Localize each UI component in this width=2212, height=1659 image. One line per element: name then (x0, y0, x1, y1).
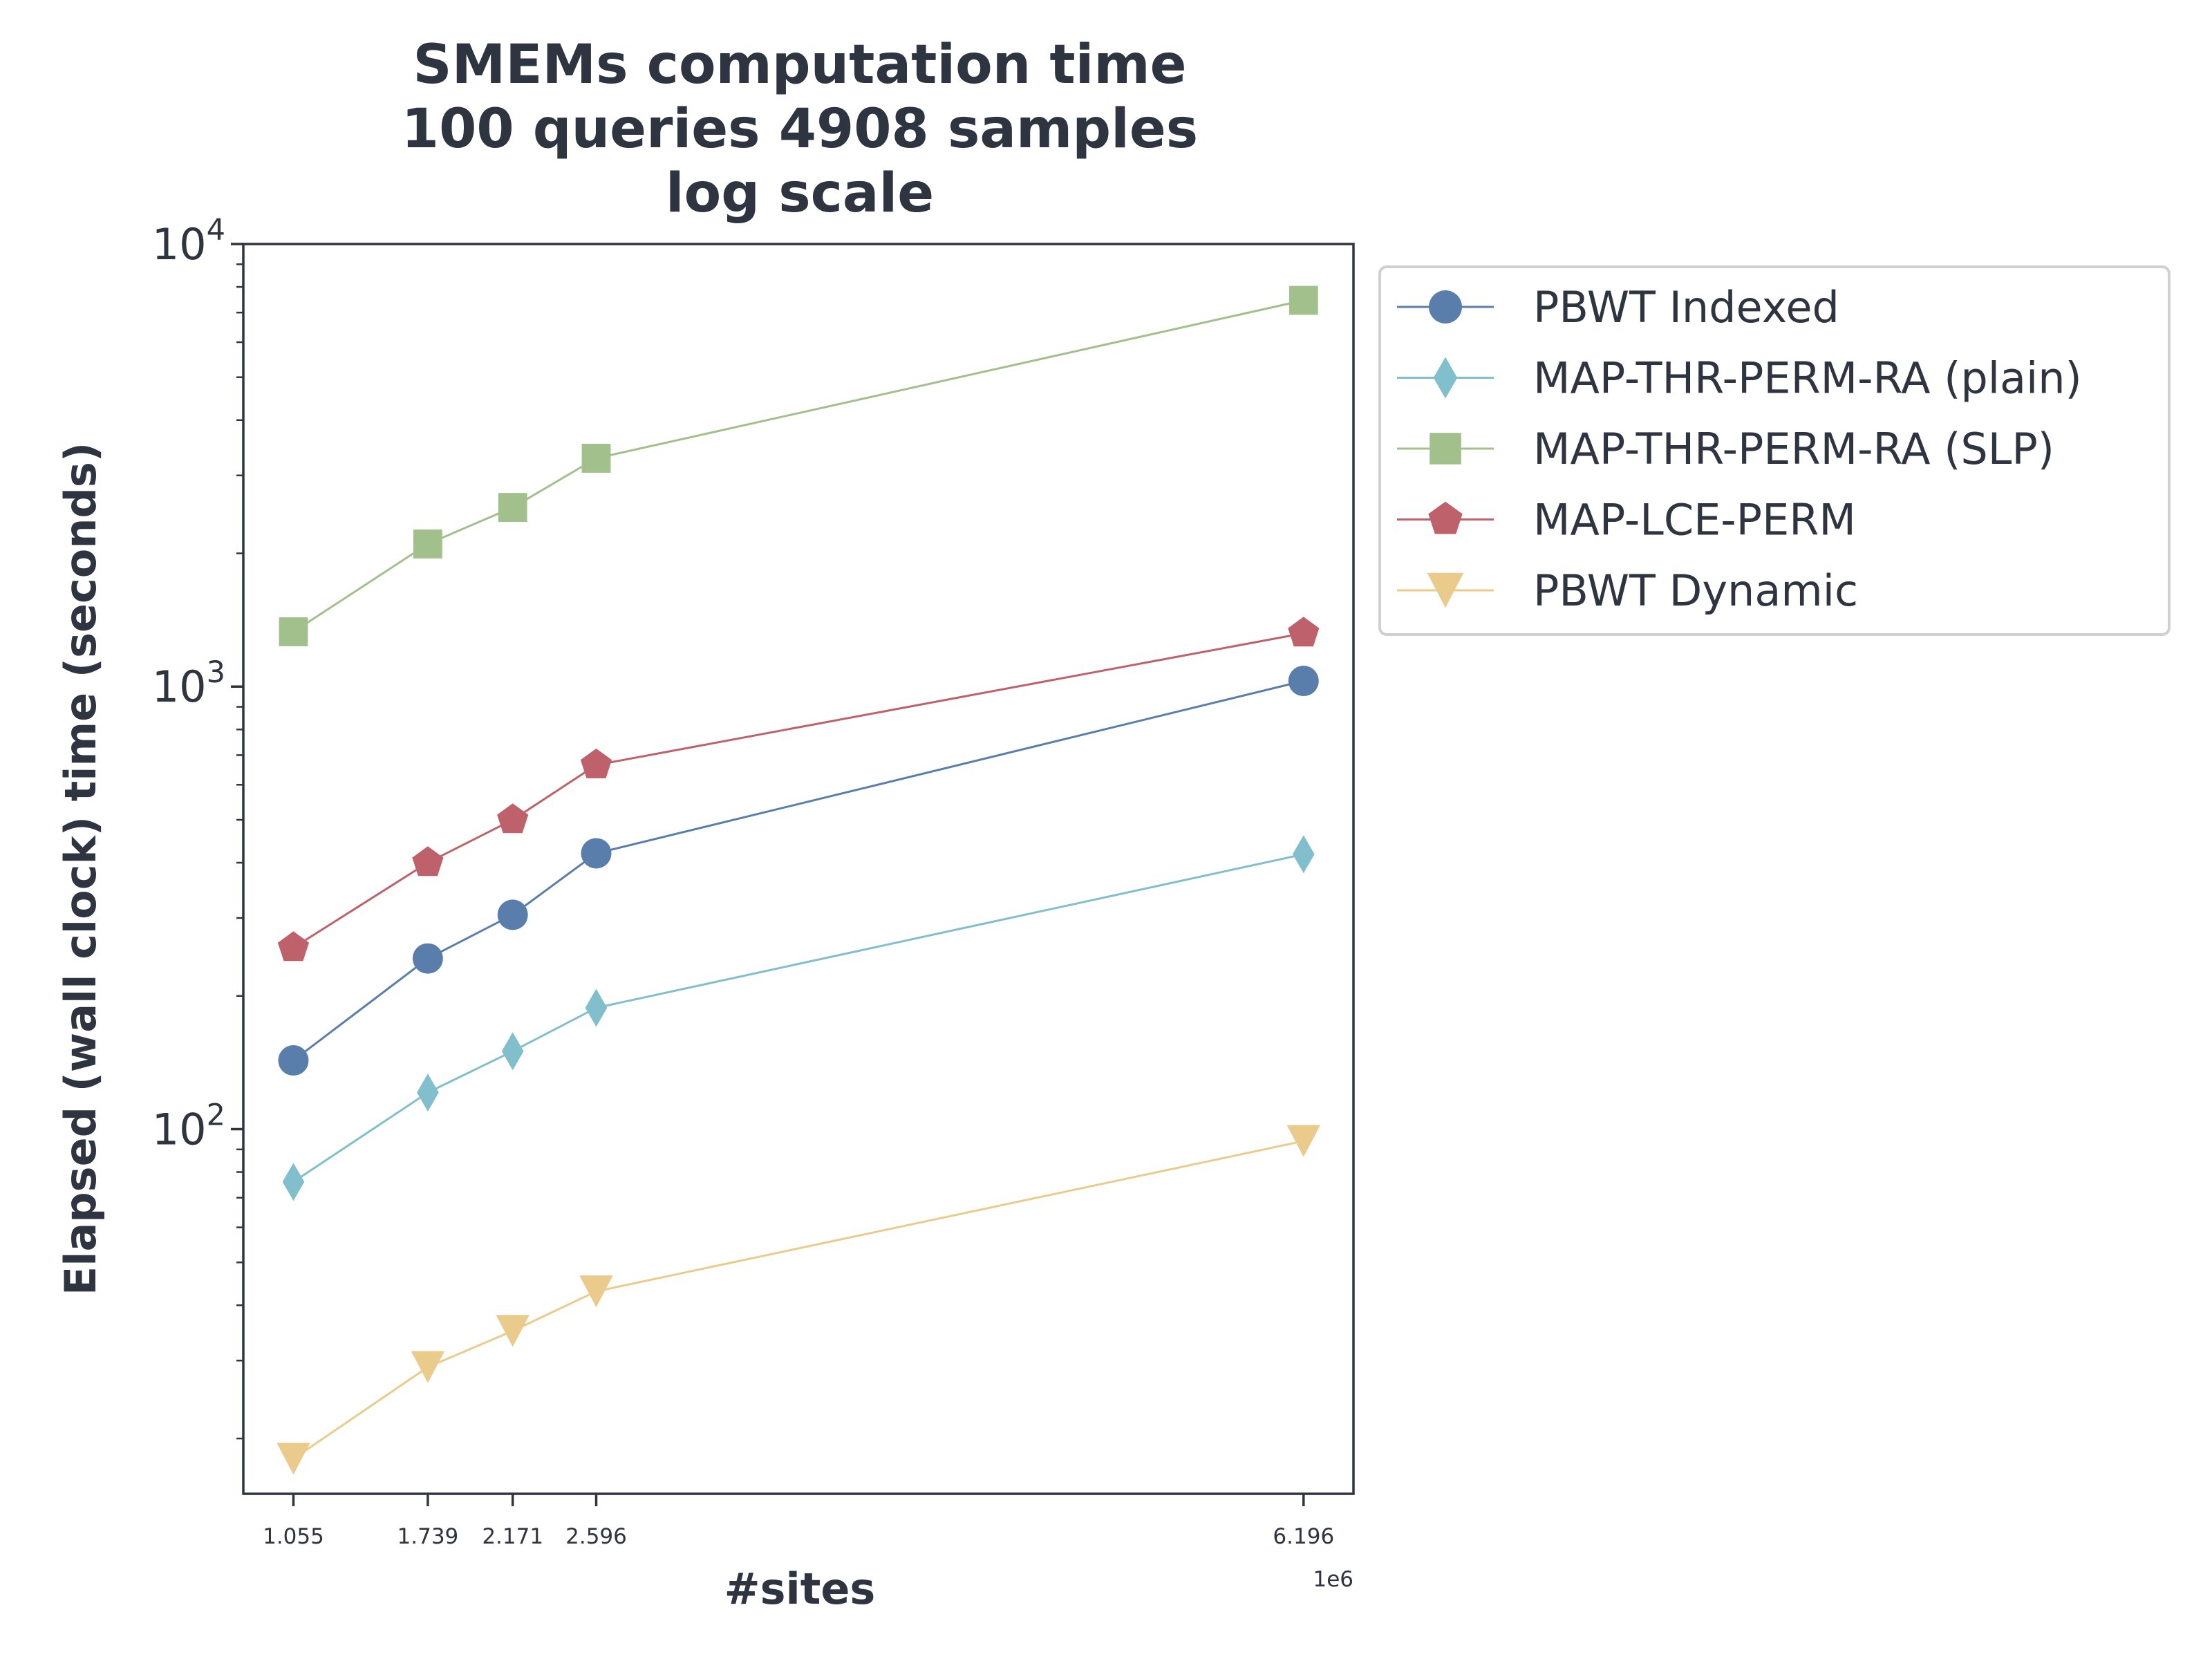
data-point-pbwt-dynamic (276, 1443, 310, 1475)
data-point-pbwt-dynamic (496, 1315, 529, 1347)
legend-label: MAP-THR-PERM-RA (SLP) (1533, 424, 2054, 474)
x-axis-label: #sites (724, 1564, 876, 1614)
data-point-map-thr-perm-ra-slp (498, 493, 527, 522)
y-tick-base: 10 (152, 219, 207, 270)
data-point-pbwt-indexed (412, 943, 443, 974)
legend-label: MAP-LCE-PERM (1533, 495, 1856, 545)
legend-frame (1378, 265, 2171, 636)
data-point-map-lce-perm (580, 748, 612, 778)
legend-marker-pbwt-indexed (1429, 290, 1462, 324)
data-point-map-thr-perm-ra-slp (413, 529, 442, 559)
data-point-pbwt-indexed (581, 838, 612, 869)
legend-item-map-thr-perm-ra-slp: MAP-THR-PERM-RA (SLP) (1397, 424, 2054, 474)
series-line-pbwt-dynamic (292, 1140, 1304, 1460)
data-point-pbwt-indexed (278, 1045, 309, 1076)
series-line-map-thr-perm-ra-plain (292, 853, 1304, 1183)
data-point-map-lce-perm (1288, 617, 1320, 647)
data-point-map-thr-perm-ra-slp (279, 617, 308, 646)
x-axis-ticks: 1.055 1.739 2.171 2.596 6.196 (263, 1494, 1334, 1549)
data-point-pbwt-indexed (497, 899, 528, 930)
x-tick-label: 2.596 (565, 1524, 627, 1549)
series-map-lce-perm (277, 617, 1320, 962)
legend-label: PBWT Dynamic (1533, 565, 1858, 616)
legend: PBWT Indexed MAP-THR-PERM-RA (plain) MAP-T… (1378, 265, 2171, 636)
series-line-map-thr-perm-ra-slp (292, 299, 1304, 633)
chart-title-line-2: 100 queries 4908 samples (402, 98, 1198, 160)
legend-marker-map-thr-perm-ra-plain (1433, 357, 1458, 399)
data-point-map-thr-perm-ra-plain (282, 1163, 305, 1201)
y-tick-label: 103 (152, 655, 225, 712)
series-pbwt-dynamic (276, 1125, 1321, 1475)
legend-label: PBWT Indexed (1533, 282, 1839, 332)
data-point-pbwt-dynamic (411, 1351, 445, 1383)
y-tick-base: 10 (152, 662, 207, 712)
data-point-map-lce-perm (412, 846, 444, 877)
series-layer (276, 285, 1321, 1475)
data-point-map-thr-perm-ra-plain (417, 1073, 439, 1112)
data-point-pbwt-indexed (1288, 666, 1319, 697)
x-axis-offset-label: 1e6 (1313, 1567, 1353, 1592)
data-point-map-lce-perm (277, 931, 310, 962)
series-line-pbwt-indexed (292, 679, 1304, 1062)
series-line-map-lce-perm (292, 632, 1304, 949)
data-point-map-thr-perm-ra-plain (1292, 835, 1315, 874)
chart-title-line-3: log scale (666, 162, 934, 225)
legend-item-pbwt-indexed: PBWT Indexed (1397, 282, 1839, 332)
x-tick-label: 1.739 (397, 1524, 459, 1549)
legend-item-pbwt-dynamic: PBWT Dynamic (1397, 565, 1858, 616)
chart-title-line-1: SMEMs computation time (413, 34, 1186, 96)
y-tick-exponent: 4 (207, 213, 225, 247)
y-tick-base: 10 (152, 1104, 207, 1154)
series-pbwt-indexed (278, 666, 1319, 1076)
y-tick-exponent: 3 (207, 655, 225, 690)
data-point-map-thr-perm-ra-plain (501, 1032, 524, 1071)
x-tick-label: 1.055 (263, 1524, 324, 1549)
legend-label: MAP-THR-PERM-RA (plain) (1533, 353, 2082, 404)
y-tick-label: 104 (152, 213, 225, 270)
y-tick-exponent: 2 (207, 1098, 225, 1132)
x-tick-label: 6.196 (1273, 1524, 1334, 1549)
series-map-thr-perm-ra-slp (279, 285, 1318, 646)
data-point-map-thr-perm-ra-slp (581, 444, 611, 473)
series-map-thr-perm-ra-plain (282, 835, 1315, 1201)
data-point-pbwt-dynamic (1286, 1125, 1321, 1157)
y-axis-label: Elapsed (wall clock) time (seconds) (55, 442, 106, 1295)
legend-marker-map-lce-perm (1428, 501, 1463, 534)
x-tick-label: 2.171 (482, 1524, 543, 1549)
y-tick-label: 102 (152, 1098, 225, 1154)
data-point-map-lce-perm (497, 803, 529, 834)
legend-marker-pbwt-dynamic (1427, 572, 1464, 608)
legend-item-map-lce-perm: MAP-LCE-PERM (1397, 495, 1856, 545)
chart-title: SMEMs computation time 100 queries 4908 … (402, 34, 1198, 225)
data-point-pbwt-dynamic (579, 1275, 613, 1308)
data-point-map-thr-perm-ra-slp (1288, 285, 1318, 315)
legend-item-map-thr-perm-ra-plain: MAP-THR-PERM-RA (plain) (1397, 353, 2082, 404)
plot-frame (242, 243, 1355, 1495)
legend-marker-map-thr-perm-ra-slp (1430, 433, 1461, 465)
data-point-map-thr-perm-ra-plain (585, 988, 608, 1027)
